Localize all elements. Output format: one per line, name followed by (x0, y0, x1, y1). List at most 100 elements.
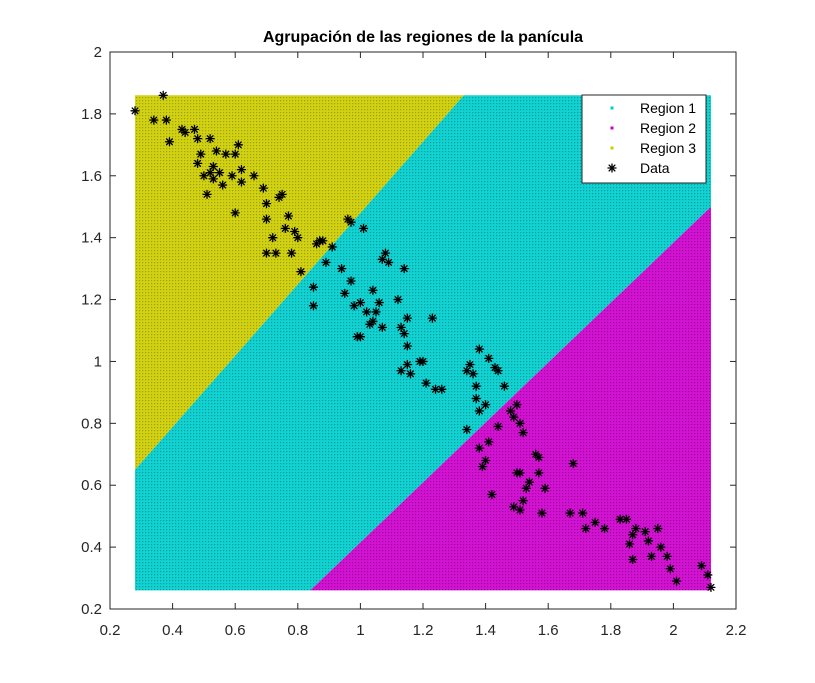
x-tick-label: 1.2 (413, 622, 434, 639)
data-point (261, 198, 272, 209)
data-point (261, 214, 272, 224)
data-point (643, 536, 654, 546)
chart-title: Agrupación de las regiones de la panícul… (263, 29, 583, 46)
data-point (474, 443, 484, 453)
data-point (349, 301, 359, 311)
data-point (480, 455, 491, 466)
data-point (628, 554, 638, 565)
data-point (474, 344, 484, 354)
data-point (290, 226, 300, 237)
x-tick-label: 0.6 (225, 622, 246, 639)
data-point (537, 508, 547, 518)
data-point (280, 223, 290, 234)
data-point (286, 248, 297, 258)
data-point (534, 468, 544, 478)
data-point (462, 424, 472, 435)
data-point (465, 359, 475, 370)
data-point (268, 233, 278, 243)
data-point (624, 539, 635, 549)
data-point (471, 381, 481, 391)
legend-label: Region 1 (640, 100, 696, 116)
data-point (161, 115, 171, 125)
data-point (646, 551, 657, 562)
data-point (180, 127, 190, 138)
data-point (515, 418, 525, 428)
data-point (399, 328, 409, 339)
data-point (474, 406, 484, 416)
x-tick-label: 0.8 (287, 622, 308, 639)
data-point (640, 526, 650, 537)
data-point (518, 427, 528, 438)
data-point (296, 267, 306, 277)
data-point (671, 576, 682, 586)
data-point (468, 369, 478, 379)
data-point (227, 171, 237, 181)
x-tick-label: 1.4 (475, 622, 496, 639)
data-point (308, 282, 319, 292)
data-point (484, 437, 494, 447)
legend-label: Region 2 (640, 120, 696, 136)
data-point (477, 462, 488, 472)
legend-marker-data (607, 163, 617, 173)
legend-marker-region (610, 146, 614, 150)
data-point (208, 174, 218, 184)
data-point (321, 257, 331, 268)
data-point (493, 366, 503, 376)
data-point (211, 146, 222, 156)
data-point (581, 523, 591, 534)
data-point (236, 164, 247, 175)
data-point (202, 189, 212, 199)
y-tick-label: 0.4 (81, 539, 102, 556)
data-point (233, 140, 243, 150)
data-point (515, 505, 525, 515)
data-point (214, 168, 225, 178)
data-point (628, 530, 638, 540)
data-point (340, 288, 350, 299)
data-point (371, 307, 381, 317)
y-tick-label: 1 (94, 353, 102, 370)
data-point (631, 523, 641, 534)
data-point (480, 400, 491, 410)
data-point (402, 313, 413, 323)
data-point (402, 359, 413, 370)
data-point (205, 133, 215, 144)
legend: Region 1 Region 2 Region 3 Data (581, 94, 707, 184)
data-point (346, 276, 356, 286)
data-point (421, 378, 431, 388)
x-tick-label: 1.6 (538, 622, 559, 639)
data-point (236, 177, 247, 187)
data-point (518, 496, 528, 506)
data-point (662, 551, 672, 562)
data-point (393, 294, 403, 305)
y-tick-label: 1.6 (81, 168, 102, 185)
data-point (706, 582, 716, 592)
y-tick-label: 0.8 (81, 415, 102, 432)
data-point (377, 322, 387, 333)
legend-box (581, 94, 707, 184)
data-point (524, 477, 535, 487)
data-point (656, 542, 666, 552)
data-point (283, 211, 294, 221)
region-2-area (310, 206, 711, 591)
x-tick-label: 2.2 (726, 622, 747, 639)
data-point (158, 90, 168, 100)
data-point (205, 168, 215, 178)
data-point (383, 257, 394, 268)
data-point (487, 489, 497, 500)
data-point (221, 149, 231, 159)
data-point (230, 208, 240, 218)
data-point (402, 341, 413, 351)
data-point (396, 366, 406, 376)
data-point (218, 180, 228, 190)
data-point (261, 248, 272, 258)
legend-marker-region (610, 126, 614, 130)
y-axis: 0.2 0.4 0.6 0.8 1 1.2 1.4 1.6 1.8 2 (81, 44, 736, 618)
data-point (308, 301, 319, 311)
data-point (499, 381, 510, 391)
region-3-area (135, 95, 464, 470)
data-point (577, 508, 588, 518)
data-point (346, 217, 356, 227)
data-point (380, 248, 391, 258)
y-tick-label: 1.4 (81, 230, 102, 247)
data-point (534, 452, 544, 463)
